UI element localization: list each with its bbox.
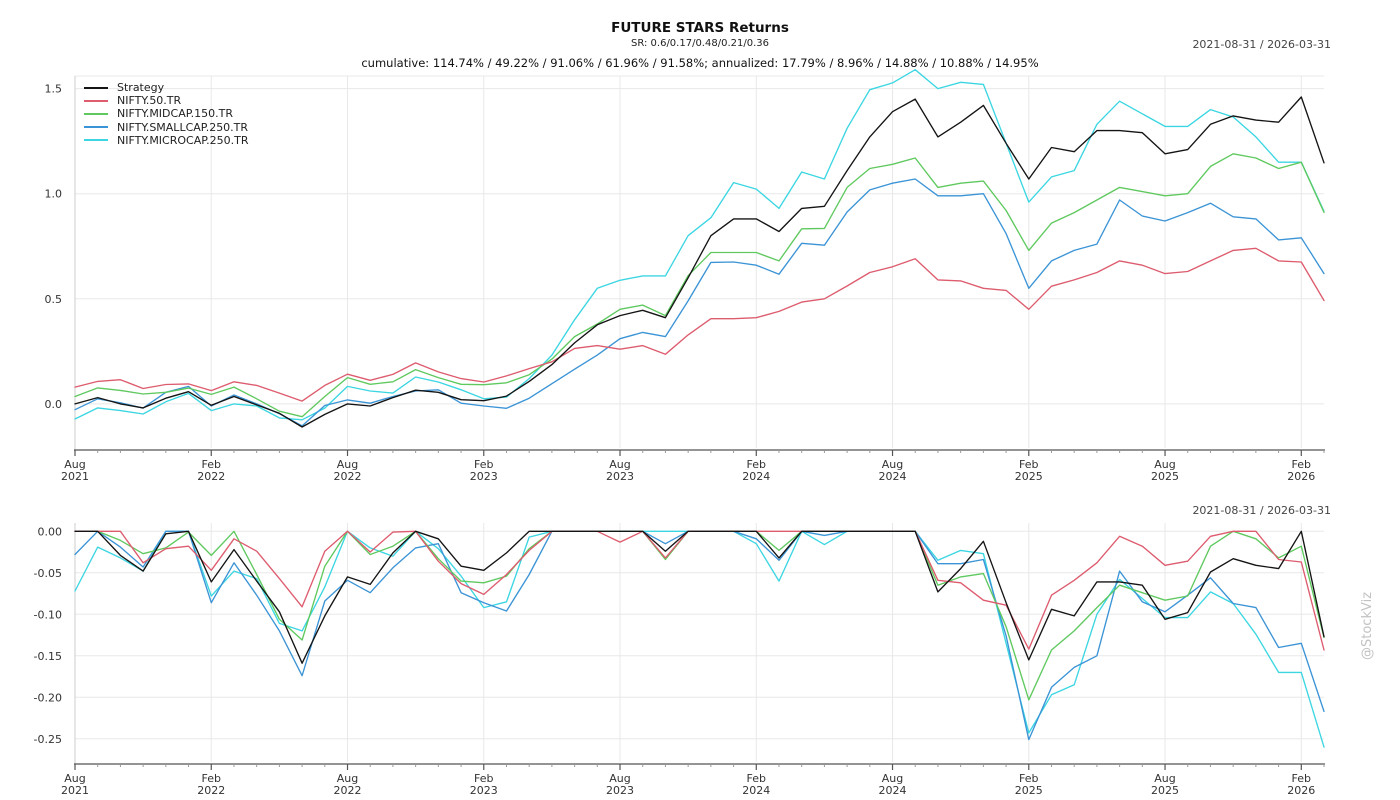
tick-label: Feb xyxy=(1292,772,1311,785)
series-line-strategy xyxy=(74,96,1325,428)
tick-label: 2023 xyxy=(606,470,634,483)
tick-label: -0.05 xyxy=(34,567,62,580)
tick-label: 2021 xyxy=(61,784,89,797)
tick-label: 2025 xyxy=(1015,784,1043,797)
legend-label: NIFTY.50.TR xyxy=(117,94,182,108)
legend-swatch xyxy=(84,99,108,102)
legend: Strategy NIFTY.50.TR NIFTY.MIDCAP.150.TR NI… xyxy=(84,81,249,147)
tick-label: 0.5 xyxy=(45,293,63,306)
series-line-nifty-midcap-150-tr xyxy=(74,153,1325,418)
tick-label: 2022 xyxy=(334,784,362,797)
series-line-nifty-microcap-250-tr xyxy=(74,530,1325,748)
tick-label: Feb xyxy=(747,772,766,785)
date-range-bottom: 2021-08-31 / 2026-03-31 xyxy=(1192,504,1331,517)
series-line-strategy xyxy=(74,530,1325,664)
tick-label: Aug xyxy=(64,458,85,471)
date-range-top: 2021-08-31 / 2026-03-31 xyxy=(1192,38,1331,51)
legend-item: NIFTY.SMALLCAP.250.TR xyxy=(84,121,249,134)
legend-label: NIFTY.MICROCAP.250.TR xyxy=(117,133,249,147)
tick-label: Aug xyxy=(609,772,630,785)
tick-label: 2024 xyxy=(879,784,907,797)
legend-item: Strategy xyxy=(84,81,249,94)
tick-label: Feb xyxy=(474,772,493,785)
cumulative-returns-chart: Aug2021Feb2022Aug2022Feb2023Aug2023Feb20… xyxy=(45,69,1325,483)
tick-label: Feb xyxy=(1292,458,1311,471)
tick-label: Aug xyxy=(882,458,903,471)
tick-label: Feb xyxy=(1019,458,1038,471)
returns-stats-line: cumulative: 114.74% / 49.22% / 91.06% / … xyxy=(361,56,1039,70)
tick-label: 2025 xyxy=(1151,470,1179,483)
tick-label: 2024 xyxy=(742,470,770,483)
tick-label: 2026 xyxy=(1287,470,1315,483)
legend-swatch xyxy=(84,86,108,89)
series-line-nifty-microcap-250-tr xyxy=(74,69,1325,421)
tick-label: 2026 xyxy=(1287,784,1315,797)
tick-label: 0.0 xyxy=(45,398,63,411)
tick-label: -0.10 xyxy=(34,608,62,621)
legend-label: NIFTY.SMALLCAP.250.TR xyxy=(117,120,249,134)
tick-label: 2022 xyxy=(197,784,225,797)
tick-label: Aug xyxy=(1154,772,1175,785)
legend-item: NIFTY.50.TR xyxy=(84,94,249,107)
tick-label: 2021 xyxy=(61,470,89,483)
tick-label: 2022 xyxy=(334,470,362,483)
tick-label: 1.0 xyxy=(45,188,63,201)
tick-label: 2025 xyxy=(1151,784,1179,797)
legend-swatch xyxy=(84,126,108,129)
legend-item: NIFTY.MIDCAP.150.TR xyxy=(84,107,249,120)
legend-item: NIFTY.MICROCAP.250.TR xyxy=(84,134,249,147)
tick-label: Aug xyxy=(882,772,903,785)
tick-label: Aug xyxy=(337,772,358,785)
tick-label: 2024 xyxy=(879,470,907,483)
tick-label: Aug xyxy=(609,458,630,471)
legend-swatch xyxy=(84,112,108,115)
legend-label: NIFTY.MIDCAP.150.TR xyxy=(117,107,233,121)
tick-label: Feb xyxy=(202,458,221,471)
series-line-nifty-midcap-150-tr xyxy=(74,530,1325,701)
series-line-nifty-smallcap-250-tr xyxy=(74,530,1325,741)
tick-label: 2024 xyxy=(742,784,770,797)
tick-label: Aug xyxy=(1154,458,1175,471)
tick-label: 2023 xyxy=(470,470,498,483)
legend-swatch xyxy=(84,139,108,142)
page-title: FUTURE STARS Returns xyxy=(611,20,789,36)
watermark: @StockViz xyxy=(1360,591,1375,660)
drawdown-chart: Aug2021Feb2022Aug2022Feb2023Aug2023Feb20… xyxy=(34,523,1325,797)
tick-label: 2025 xyxy=(1015,470,1043,483)
tick-label: Feb xyxy=(1019,772,1038,785)
tick-label: 1.5 xyxy=(45,83,63,96)
tick-label: 0.00 xyxy=(38,525,63,538)
tick-label: Aug xyxy=(64,772,85,785)
tick-label: 2023 xyxy=(470,784,498,797)
tick-label: 2023 xyxy=(606,784,634,797)
tick-label: Feb xyxy=(202,772,221,785)
tick-label: -0.25 xyxy=(34,733,62,746)
sharpe-ratio-subtitle: SR: 0.6/0.17/0.48/0.21/0.36 xyxy=(631,38,769,49)
tick-label: Feb xyxy=(747,458,766,471)
tick-label: -0.15 xyxy=(34,650,62,663)
legend-label: Strategy xyxy=(117,81,165,95)
tick-label: -0.20 xyxy=(34,691,62,704)
tick-label: 2022 xyxy=(197,470,225,483)
series-line-nifty-50-tr xyxy=(74,247,1325,402)
tick-label: Aug xyxy=(337,458,358,471)
tick-label: Feb xyxy=(474,458,493,471)
series-line-nifty-smallcap-250-tr xyxy=(74,178,1325,427)
